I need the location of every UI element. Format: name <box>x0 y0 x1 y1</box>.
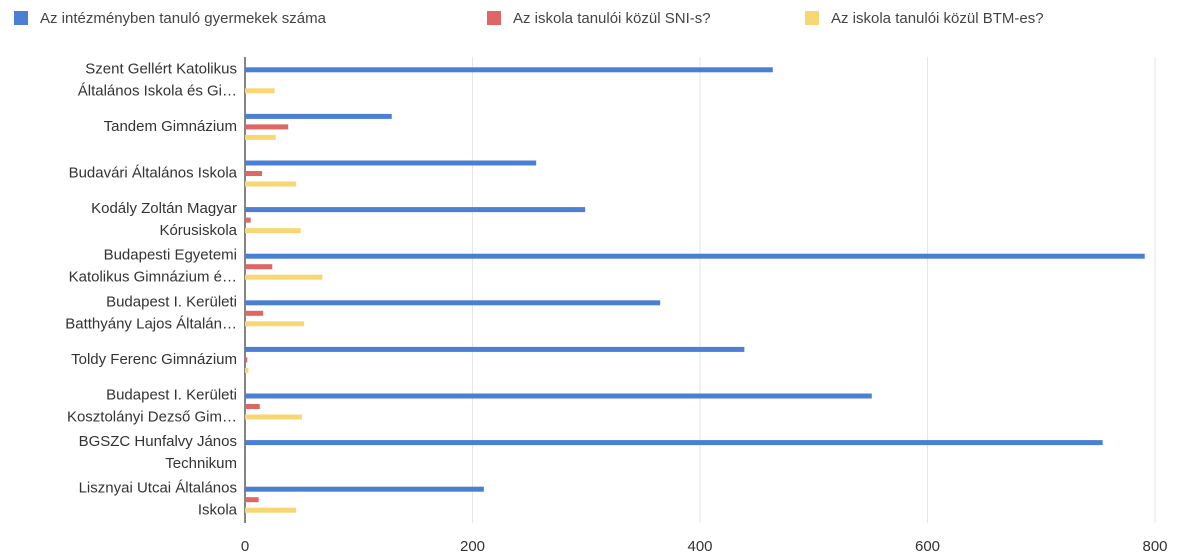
bar <box>245 497 259 503</box>
y-tick-label: BGSZC Hunfalvy János <box>79 433 237 450</box>
legend-swatch <box>487 11 501 25</box>
bar <box>245 124 289 130</box>
y-tick-label: Technikum <box>165 455 237 472</box>
y-tick-label: Kosztolányi Dezső Gim… <box>67 408 237 425</box>
y-tick-label: Szent Gellért Katolikus <box>85 60 237 77</box>
bar <box>245 414 302 420</box>
bar <box>245 321 305 327</box>
x-tick-label: 400 <box>687 538 712 555</box>
legend-swatch <box>14 11 28 25</box>
x-tick-label: 600 <box>915 538 940 555</box>
y-tick-label: Általános Iskola és Gi… <box>78 82 237 99</box>
bar <box>245 404 260 409</box>
bar <box>245 346 745 352</box>
bar <box>245 171 263 176</box>
bar <box>245 113 392 119</box>
bar <box>245 253 1145 259</box>
y-tick-label: Lisznyai Utcai Általános <box>79 480 237 497</box>
y-tick-label: Tandem Gimnázium <box>104 118 237 135</box>
bar <box>245 300 661 306</box>
legend-label: Az iskola tanulói közül SNI-s? <box>513 10 711 27</box>
bar <box>245 217 251 223</box>
bar <box>245 357 248 363</box>
bar <box>245 228 301 234</box>
bar <box>245 264 273 270</box>
bar <box>245 207 586 213</box>
y-tick-label: Budavári Általános Iskola <box>69 164 238 181</box>
bar <box>245 486 484 492</box>
bar <box>245 134 276 140</box>
bar <box>245 367 249 373</box>
bar <box>245 507 297 513</box>
y-tick-label: Budapest I. Kerületi <box>106 293 237 310</box>
y-tick-label: Batthyány Lajos Általán… <box>65 315 237 332</box>
bar <box>245 88 275 94</box>
bar <box>245 393 872 399</box>
y-tick-label: Budapesti Egyetemi <box>104 247 237 264</box>
y-tick-label: Kodály Zoltán Magyar <box>91 200 237 217</box>
y-tick-label: Kórusiskola <box>159 222 237 239</box>
bar <box>245 274 323 280</box>
x-tick-label: 0 <box>241 538 249 555</box>
legend-swatch <box>805 11 819 25</box>
bar <box>245 160 537 166</box>
y-tick-label: Iskola <box>198 502 238 519</box>
bar <box>245 440 1103 446</box>
bar <box>245 181 297 187</box>
bar <box>245 67 773 73</box>
bar <box>245 310 264 316</box>
y-tick-label: Toldy Ferenc Gimnázium <box>71 351 237 368</box>
x-tick-label: 800 <box>1142 538 1167 555</box>
y-tick-label: Katolikus Gimnázium é… <box>69 269 237 286</box>
legend-label: Az intézményben tanuló gyermekek száma <box>40 10 327 27</box>
x-tick-label: 200 <box>460 538 485 555</box>
y-tick-label: Budapest I. Kerületi <box>106 386 237 403</box>
legend-label: Az iskola tanulói közül BTM-es? <box>831 10 1044 27</box>
